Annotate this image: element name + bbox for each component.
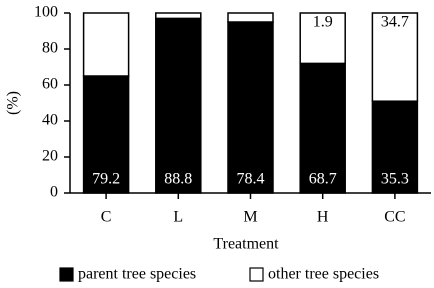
bar-segment xyxy=(155,12,202,20)
y-tick-label: 60 xyxy=(42,76,58,93)
y-tick-label: 80 xyxy=(42,40,58,57)
bar-annotation: 79.2 xyxy=(92,171,120,188)
bar-segment xyxy=(299,12,346,65)
bar-segment xyxy=(155,17,202,194)
x-tick-label: L xyxy=(173,209,183,226)
bar-annotation: 35.3 xyxy=(381,171,409,188)
x-tick-label: CC xyxy=(384,209,405,226)
y-tick-label: 20 xyxy=(42,148,58,165)
bar-segment xyxy=(82,12,130,77)
bar-annotation: 88.8 xyxy=(164,171,192,188)
bar-annotation: 1.9 xyxy=(313,14,333,31)
y-tick-label: 0 xyxy=(50,184,58,201)
bar-segment xyxy=(371,12,419,102)
x-tick-label: C xyxy=(101,209,112,226)
y-tick-label: 100 xyxy=(34,4,58,21)
bar-segment xyxy=(227,12,274,23)
legend-swatch xyxy=(249,267,264,282)
x-tick-label: H xyxy=(317,209,329,226)
legend-swatch xyxy=(59,267,74,282)
bar-segment xyxy=(227,21,274,194)
legend-label: other tree species xyxy=(268,266,379,283)
bar-segment xyxy=(371,100,419,194)
bar-annotation: 68.7 xyxy=(309,171,337,188)
bar-annotation: 34.7 xyxy=(381,14,409,31)
y-axis-label: (%) xyxy=(5,91,22,115)
bar-annotation: 78.4 xyxy=(237,171,265,188)
y-tick-label: 40 xyxy=(42,112,58,129)
x-axis-label: Treatment xyxy=(213,236,279,253)
legend-label: parent tree species xyxy=(78,266,196,283)
x-tick-label: M xyxy=(243,209,257,226)
